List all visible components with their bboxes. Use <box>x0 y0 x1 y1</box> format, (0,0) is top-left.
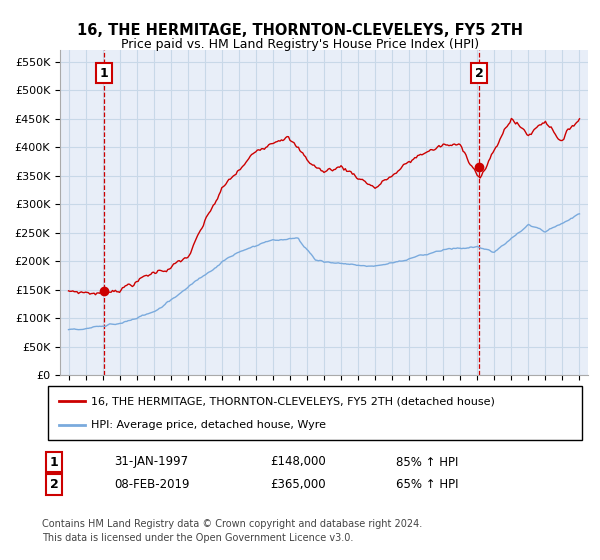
Text: 65% ↑ HPI: 65% ↑ HPI <box>396 478 458 491</box>
Text: £365,000: £365,000 <box>270 478 326 491</box>
Text: 31-JAN-1997: 31-JAN-1997 <box>114 455 188 469</box>
Text: 08-FEB-2019: 08-FEB-2019 <box>114 478 190 491</box>
Text: £148,000: £148,000 <box>270 455 326 469</box>
Text: 1: 1 <box>100 67 109 80</box>
Text: Price paid vs. HM Land Registry's House Price Index (HPI): Price paid vs. HM Land Registry's House … <box>121 38 479 52</box>
FancyBboxPatch shape <box>48 386 582 440</box>
Text: 85% ↑ HPI: 85% ↑ HPI <box>396 455 458 469</box>
Text: This data is licensed under the Open Government Licence v3.0.: This data is licensed under the Open Gov… <box>42 533 353 543</box>
Text: 1: 1 <box>50 455 58 469</box>
Text: 16, THE HERMITAGE, THORNTON-CLEVELEYS, FY5 2TH (detached house): 16, THE HERMITAGE, THORNTON-CLEVELEYS, F… <box>91 396 494 407</box>
Text: Contains HM Land Registry data © Crown copyright and database right 2024.: Contains HM Land Registry data © Crown c… <box>42 519 422 529</box>
Text: 2: 2 <box>475 67 484 80</box>
Text: HPI: Average price, detached house, Wyre: HPI: Average price, detached house, Wyre <box>91 419 326 430</box>
Text: 16, THE HERMITAGE, THORNTON-CLEVELEYS, FY5 2TH: 16, THE HERMITAGE, THORNTON-CLEVELEYS, F… <box>77 24 523 38</box>
Text: 2: 2 <box>50 478 58 491</box>
